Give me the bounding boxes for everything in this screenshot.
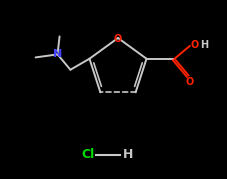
Text: H: H — [200, 40, 208, 50]
Text: N: N — [53, 49, 62, 59]
Text: O: O — [114, 34, 122, 44]
Text: Cl: Cl — [81, 149, 95, 161]
Text: H: H — [123, 149, 133, 161]
Text: O: O — [185, 77, 194, 87]
Text: O: O — [191, 40, 199, 50]
